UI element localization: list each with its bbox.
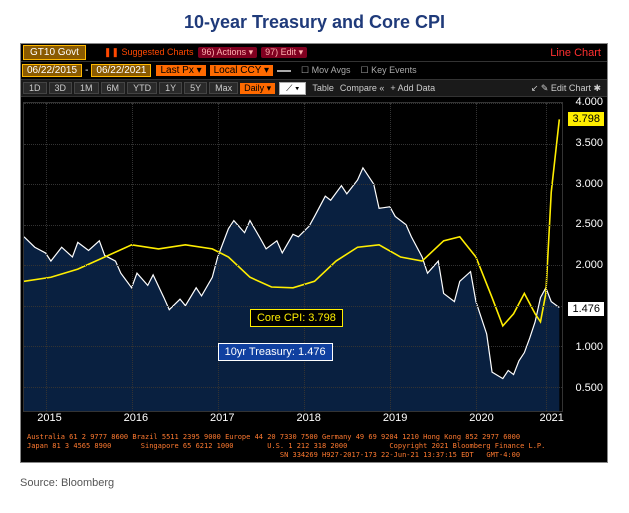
price-badge-cpi: 3.798 — [567, 111, 605, 127]
y-axis: 0.5001.0001.5002.0002.5003.0003.5004.000 — [563, 102, 607, 412]
chart-style[interactable]: ⟋ ▾ — [279, 82, 306, 95]
toolbar-row-1: GT10 Govt ❚❚ Suggested Charts 96) Action… — [21, 44, 607, 62]
period-1d[interactable]: 1D — [23, 82, 47, 94]
y-tick-label: 3.500 — [575, 137, 603, 149]
chart-svg — [24, 103, 562, 411]
price-badge-treasury: 1.476 — [567, 301, 605, 317]
y-tick-label: 4.000 — [575, 96, 603, 108]
y-tick-label: 2.000 — [575, 259, 603, 271]
blank-selector[interactable] — [277, 70, 291, 72]
actions-menu[interactable]: 96) Actions ▾ — [198, 47, 258, 58]
period-1y[interactable]: 1Y — [159, 82, 182, 94]
bloomberg-terminal-panel: GT10 Govt ❚❚ Suggested Charts 96) Action… — [20, 43, 608, 463]
key-events-toggle[interactable]: ☐ Key Events — [360, 65, 416, 76]
x-tick-label: 2020 — [469, 412, 493, 424]
period-daily[interactable]: Daily ▾ — [240, 83, 275, 94]
x-tick-label: 2015 — [37, 412, 61, 424]
x-tick-label: 2017 — [210, 412, 234, 424]
terminal-footer-text: Australia 61 2 9777 8600 Brazil 5511 239… — [27, 433, 601, 460]
mov-avgs-toggle[interactable]: ☐ Mov Avgs — [301, 65, 350, 76]
x-tick-label: 2016 — [124, 412, 148, 424]
x-tick-label: 2021 — [539, 412, 563, 424]
date-from[interactable]: 06/22/2015 — [22, 64, 82, 77]
y-tick-label: 0.500 — [575, 382, 603, 394]
period-3d[interactable]: 3D — [49, 82, 73, 94]
chart-plot-area: Core CPI: 3.798 10yr Treasury: 1.476 — [23, 102, 563, 412]
ticker-box[interactable]: GT10 Govt — [23, 45, 86, 60]
y-tick-label: 2.500 — [575, 218, 603, 230]
period-6m[interactable]: 6M — [101, 82, 126, 94]
date-to[interactable]: 06/22/2021 — [91, 64, 151, 77]
add-data-link[interactable]: + Add Data — [390, 83, 435, 93]
edit-chart-link[interactable]: ↙ ✎ Edit Chart ✱ — [531, 83, 607, 94]
x-axis: 2015 2016 2017 2018 2019 2020 2021 — [23, 412, 563, 432]
annotation-treasury: 10yr Treasury: 1.476 — [218, 343, 333, 361]
edit-menu[interactable]: 97) Edit ▾ — [261, 47, 307, 58]
x-tick-label: 2019 — [383, 412, 407, 424]
y-tick-label: 3.000 — [575, 178, 603, 190]
compare-link[interactable]: Compare « — [340, 83, 385, 93]
ccy-mode[interactable]: Local CCY ▾ — [210, 65, 273, 76]
period-max[interactable]: Max — [209, 82, 238, 94]
period-ytd[interactable]: YTD — [127, 82, 157, 94]
period-1m[interactable]: 1M — [74, 82, 99, 94]
annotation-core-cpi: Core CPI: 3.798 — [250, 309, 343, 327]
toolbar-row-3: 1D 3D 1M 6M YTD 1Y 5Y Max Daily ▾ ⟋ ▾ Ta… — [21, 80, 607, 97]
suggested-charts-link[interactable]: ❚❚ Suggested Charts — [104, 47, 194, 58]
x-tick-label: 2018 — [296, 412, 320, 424]
chart-title: 10-year Treasury and Core CPI — [20, 12, 609, 33]
source-attribution: Source: Bloomberg — [20, 477, 609, 489]
chart-type-label: Line Chart — [550, 47, 607, 59]
table-link[interactable]: Table — [312, 83, 334, 93]
y-tick-label: 1.000 — [575, 341, 603, 353]
price-mode[interactable]: Last Px ▾ — [156, 65, 205, 76]
toolbar-row-2: 06/22/2015 - 06/22/2021 Last Px ▾ Local … — [21, 62, 607, 80]
period-5y[interactable]: 5Y — [184, 82, 207, 94]
